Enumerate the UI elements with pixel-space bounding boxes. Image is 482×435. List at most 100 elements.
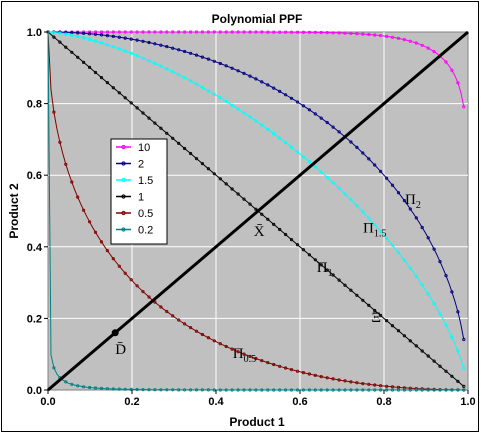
series-point [105, 43, 110, 47]
series-point [165, 30, 169, 34]
series-point [420, 283, 424, 287]
series-point [129, 387, 133, 391]
series-point [378, 313, 383, 318]
legend-item: 10 [116, 142, 150, 154]
series-point [260, 358, 264, 363]
series-point [82, 208, 86, 212]
series-point [111, 86, 115, 90]
series-point [242, 197, 246, 201]
legend-item: 2 [116, 159, 144, 171]
legend-label: 10 [138, 142, 150, 154]
series-point [224, 64, 228, 68]
series-point [373, 383, 377, 387]
series-point [272, 30, 276, 34]
legend-item: 1 [116, 192, 144, 204]
series-point [402, 199, 406, 203]
series-point [396, 388, 401, 392]
series-point [331, 181, 335, 185]
series-point [283, 93, 288, 97]
series-0_5 [46, 30, 466, 392]
series-point [289, 145, 294, 149]
series-point [450, 374, 454, 378]
series-point [313, 112, 317, 116]
series-point [408, 386, 412, 390]
series-point [295, 150, 300, 154]
series-point [260, 212, 264, 216]
series-point [224, 30, 228, 34]
series-point [82, 60, 86, 65]
series-point [177, 141, 181, 145]
series-point [349, 288, 353, 292]
series-point [177, 30, 181, 34]
series-point [307, 160, 311, 164]
series-point [177, 48, 181, 52]
series-point [456, 379, 460, 383]
series-point [260, 30, 264, 34]
series-point [64, 162, 68, 166]
series-point [283, 366, 288, 370]
series-point [159, 388, 163, 392]
series-point [331, 31, 335, 35]
series-point [171, 70, 175, 74]
series-point [153, 300, 157, 304]
series-point [153, 388, 157, 392]
series-point [153, 42, 157, 46]
series-point [272, 132, 276, 136]
series-point [189, 79, 193, 83]
series-point [432, 247, 436, 251]
legend-marker [121, 177, 126, 183]
series-point [289, 30, 294, 34]
series-point [402, 388, 406, 392]
series-point [242, 111, 246, 115]
series-point [242, 30, 246, 34]
series-point [355, 145, 359, 149]
series-point [88, 30, 92, 34]
series-point [123, 30, 127, 34]
series-point [218, 388, 222, 392]
series-point [206, 167, 210, 171]
x-tick-label: 0.0 [40, 396, 55, 408]
series-point [123, 271, 127, 275]
series-point [396, 191, 401, 195]
series-point [141, 39, 145, 43]
series-point [272, 86, 276, 90]
series-point [242, 352, 246, 356]
series-point [135, 106, 139, 110]
series-point [272, 362, 276, 367]
series-point [266, 127, 270, 131]
series-point [378, 229, 383, 233]
series-point [183, 146, 187, 151]
series-point [189, 30, 193, 34]
series-point [278, 136, 282, 140]
series-point [349, 388, 353, 392]
series-point [355, 293, 359, 297]
series-point [242, 388, 246, 392]
series-point [183, 76, 187, 80]
series-point [444, 323, 448, 327]
series-point [367, 303, 371, 307]
series-point [325, 175, 329, 179]
series-point [135, 38, 139, 42]
series-point [171, 30, 175, 34]
chart-title: Polynomial PPF [212, 12, 303, 26]
series-point [272, 222, 276, 226]
series-point [420, 349, 424, 353]
series-point [420, 43, 424, 47]
legend-marker [121, 210, 126, 216]
series-point [278, 227, 282, 232]
series-2 [46, 30, 466, 342]
series-point [183, 30, 187, 34]
annotation-label: Ξ [371, 310, 381, 326]
series-point [141, 56, 145, 60]
series-point [200, 85, 204, 90]
series-point [52, 35, 56, 39]
series-1 [46, 30, 466, 388]
series-point [147, 116, 151, 120]
series-point [248, 115, 252, 119]
series-point [408, 388, 412, 392]
legend-label: 1.5 [138, 175, 153, 187]
series-point [355, 388, 359, 392]
series-point [390, 183, 395, 187]
series-point [337, 278, 341, 282]
